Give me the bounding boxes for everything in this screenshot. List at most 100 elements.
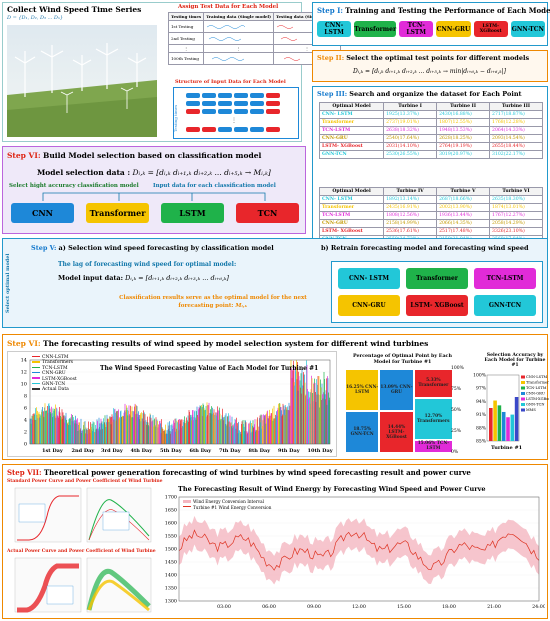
retrain-model-box: GNN-TCN bbox=[474, 295, 536, 316]
wind-x-tick: 8th Day bbox=[249, 448, 272, 454]
value-cell: 1768(12.28%) bbox=[489, 118, 543, 127]
legend-label: Transformers bbox=[42, 360, 73, 366]
svg-text:⋮: ⋮ bbox=[231, 117, 237, 124]
treemap-pct-tick: 100% bbox=[451, 366, 464, 371]
energy-chart-title: The Forecasting Result of Wind Energy by… bbox=[178, 485, 486, 493]
value-cell: 1936(13.44%) bbox=[436, 211, 491, 220]
step5-panel: Select optimal model Step V: a) Selectio… bbox=[2, 238, 548, 328]
wind-y-tick: 8 bbox=[24, 394, 27, 400]
legend-label: TCN-LSTM bbox=[42, 365, 68, 371]
model-cell: LSTM- XGBoost bbox=[318, 142, 385, 151]
value-cell: 1948(13.53%) bbox=[436, 126, 491, 135]
energy-y-tick: 1700 bbox=[165, 495, 177, 501]
retrain-grid: CNN- LSTM Transformer TCN-LSTM CNN-GRU L… bbox=[331, 261, 543, 323]
value-cell: 1892(13.14%) bbox=[383, 195, 438, 204]
classifier-box: Transformer bbox=[86, 203, 149, 223]
input-formula: Dᵢ,ₖ = [dᵢ₊₁,ₖ dᵢ₊₂,ₖ dᵢ₊₃,ₖ ... dᵢ₊₆,ₖ] bbox=[125, 274, 229, 282]
assign-row: 1st Testing bbox=[167, 20, 205, 33]
right-note: Input data for each classification model bbox=[153, 183, 276, 189]
assign-row: 2nd Testing bbox=[167, 32, 205, 45]
step6a-title: Build Model selection based on classific… bbox=[43, 151, 262, 160]
table-row: CNN-GRU 2158(14.99%) 2066(14.35%) 2058(14.2… bbox=[318, 219, 543, 228]
energy-y-tick: 1500 bbox=[165, 547, 177, 553]
model-cell: Transformer bbox=[318, 203, 385, 212]
wind-y-tick: 6 bbox=[24, 406, 27, 412]
accuracy-legend-item: GNN-TCN bbox=[526, 403, 545, 407]
wind-legend-item: TCN-LSTM bbox=[32, 366, 77, 371]
step6a-panel: Step VI: Build Model selection based on … bbox=[2, 146, 306, 234]
accuracy-y-tick: 88% bbox=[476, 425, 487, 431]
model-cell: CNN- LSTM bbox=[318, 195, 385, 204]
treemap-pct-tick: 50% bbox=[451, 408, 462, 413]
treemap-cell: 5.33% Transformer bbox=[413, 369, 454, 398]
accuracy-y-tick: 94% bbox=[476, 399, 487, 405]
step1-model-box: Transformer bbox=[354, 21, 397, 37]
t1-head: Optimal Model bbox=[318, 102, 385, 111]
wind-x-tick: 9th Day bbox=[278, 448, 301, 454]
step6b-heading: Step VI: The forecasting results of wind… bbox=[7, 339, 428, 348]
t2-head: Optimal Model bbox=[318, 187, 385, 196]
structure-grid: Testing times ⋮ bbox=[173, 87, 299, 139]
treemap-cell: 18.75% GNN-TCN bbox=[345, 411, 380, 453]
model-cell: CNN-GRU bbox=[318, 134, 385, 143]
step5-label: Step V: bbox=[31, 244, 57, 252]
step3-label: Step III: bbox=[317, 90, 348, 98]
legend-label: LSTM-XGBoost bbox=[42, 376, 77, 382]
accuracy-bar bbox=[510, 414, 515, 441]
table-row: TCN-LSTM 2638(18.32%) 1948(13.53%) 2064(14.… bbox=[318, 126, 543, 135]
value-cell: 2058(14.29%) bbox=[489, 219, 543, 228]
wind-x-tick: 7th Day bbox=[219, 448, 242, 454]
wind-chart: 0 2 4 6 8 10 12 14 1st Day 2nd Day 3rd Day 4th Day 5… bbox=[7, 351, 337, 457]
step6b-title: The forecasting results of wind speed by… bbox=[43, 339, 429, 348]
value-cell: 2435(16.91%) bbox=[383, 203, 438, 212]
value-cell: 2430(16.88%) bbox=[436, 110, 491, 119]
assign-row: 100th Testing bbox=[167, 52, 205, 65]
retrain-model-box: Transformer bbox=[406, 268, 468, 289]
table-row: CNN- LSTM 1892(13.14%) 2687(18.66%) 2635(18… bbox=[318, 195, 543, 204]
accuracy-bar bbox=[493, 400, 497, 441]
step2-title: Select the optimal test points for diffe… bbox=[346, 54, 530, 62]
wind-legend-item: Transformers bbox=[32, 360, 77, 365]
accuracy-y-tick: 97% bbox=[476, 386, 487, 392]
classifier-connectors bbox=[42, 192, 266, 201]
step3-title: Search and organize the dataset for Each… bbox=[349, 90, 522, 98]
t1-head: Turbine I bbox=[383, 102, 438, 111]
step2-label: Step II: bbox=[317, 54, 345, 62]
accuracy-y-tick: 100% bbox=[473, 373, 487, 379]
treemap-cell: 16.25% CNN-LSTM bbox=[345, 369, 380, 411]
step1-models: CNN-LSTM Transformer TCN-LSTM CNN-GRU LS… bbox=[317, 21, 545, 37]
energy-y-tick: 1300 bbox=[165, 599, 177, 605]
treemap-title: Percentage of Optimal Point by Each Mode… bbox=[353, 353, 452, 365]
value-cell: 2002(13.90%) bbox=[436, 203, 491, 212]
collect-title: Collect Wind Speed Time Series bbox=[7, 5, 142, 14]
wind-x-tick: 6th Day bbox=[190, 448, 213, 454]
energy-x-tick: 12:00 bbox=[352, 604, 366, 610]
legend-label: GNN-TCN bbox=[42, 382, 66, 388]
legend-label: CNN-GRU bbox=[42, 371, 66, 377]
std-power-curve bbox=[14, 487, 152, 543]
t2-head: Turbine VI bbox=[489, 187, 543, 196]
wind-y-tick: 2 bbox=[24, 430, 27, 436]
retrain-model-box: CNN-GRU bbox=[338, 295, 400, 316]
step2-formula: Dᵢ,ₖ = [dᵢ,ₖ dᵢ₊₁,ₖ dᵢ₊₂,ₖ ... dᵢ₊₅,ₖ → … bbox=[353, 68, 506, 75]
wind-legend: CNN-LSTM Transformers TCN-LSTM CNN-GRU LSTM-… bbox=[32, 355, 77, 393]
energy-x-tick: 06:00 bbox=[262, 604, 276, 610]
value-cell: 2638(18.32%) bbox=[383, 126, 438, 135]
energy-x-tick: 15:00 bbox=[397, 604, 411, 610]
step6a-heading: Step VI: Build Model selection based on … bbox=[7, 151, 261, 160]
accuracy-legend-item: Transformers bbox=[526, 381, 549, 385]
energy-line bbox=[178, 529, 540, 571]
value-cell: 2655(18.44%) bbox=[489, 142, 543, 151]
treemap-axis: 100% 75% 50% 25% 0% bbox=[451, 366, 471, 456]
accuracy-chart-svg: 85% 88% 91% 94% 97% 100% Turbine #1 CNN-LSTM Tra… bbox=[473, 373, 549, 452]
wind-y-tick: 0 bbox=[24, 442, 27, 448]
energy-interval-band bbox=[179, 515, 539, 585]
wind-y-tick: 12 bbox=[21, 370, 27, 376]
value-cell: 2536(17.61%) bbox=[383, 227, 438, 236]
accuracy-xlabel: Turbine #1 bbox=[491, 445, 522, 451]
energy-x-tick: 09:00 bbox=[307, 604, 321, 610]
accuracy-legend-item: CNN-GRU bbox=[526, 392, 545, 396]
accuracy-bar bbox=[506, 417, 510, 441]
lag-text: The lag of forecasting wind speed for op… bbox=[58, 261, 237, 268]
energy-legend-item: Turbine #1 Wind Energy Conversion bbox=[193, 505, 272, 510]
